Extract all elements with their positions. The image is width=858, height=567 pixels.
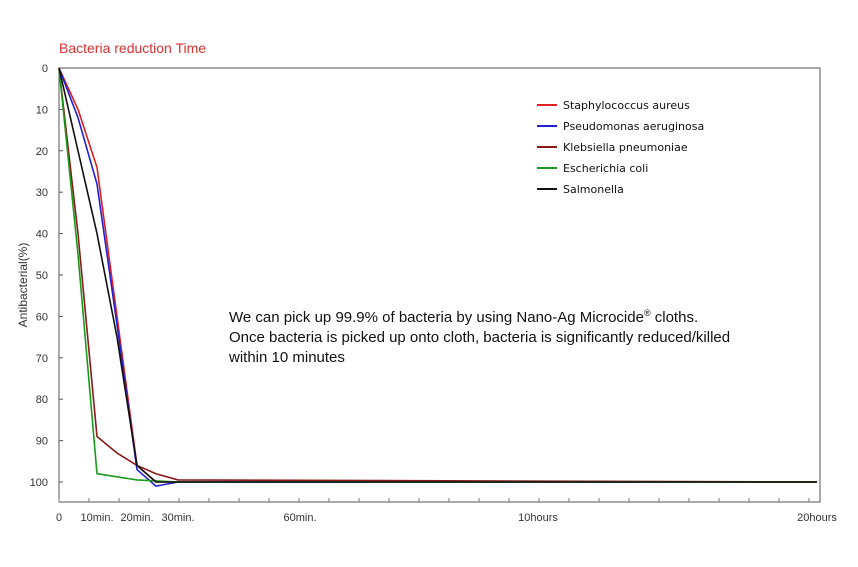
x-tick-label: 20min.	[120, 512, 153, 524]
annotation-line-1-text: We can pick up 99.9% of bacteria by usin…	[229, 309, 644, 326]
legend-label: Escherichia coli	[563, 162, 648, 175]
y-axis-label: Antibacterial(%)	[16, 243, 30, 328]
x-tick-label: 60min.	[283, 512, 316, 524]
legend-label: Staphylococcus aureus	[563, 99, 690, 112]
annotation-line-2: Once bacteria is picked up onto cloth, b…	[229, 329, 731, 346]
y-tick-label: 60	[36, 311, 48, 323]
x-tick-label: 10min.	[80, 512, 113, 524]
registered-mark: ®	[643, 308, 651, 318]
y-tick-label: 90	[36, 436, 48, 448]
x-tick-label: 20hours	[797, 512, 837, 524]
series-line	[58, 67, 818, 483]
y-tick-label: 0	[42, 63, 48, 75]
x-tick-label: 0	[56, 512, 62, 524]
legend-label: Pseudomonas aeruginosa	[563, 120, 704, 133]
y-tick-label: 10	[36, 104, 48, 116]
annotation-line-1: We can pick up 99.9% of bacteria by usin…	[229, 303, 789, 328]
y-tick-label: 50	[36, 270, 48, 282]
x-tick-label: 10hours	[518, 512, 558, 524]
chart-title: Bacteria reduction Time	[59, 40, 206, 56]
y-tick-label: 100	[30, 477, 48, 489]
annotation-line-1-end: cloths.	[650, 309, 699, 326]
y-tick-label: 20	[36, 146, 48, 158]
series-line	[58, 67, 817, 483]
legend-label: Klebsiella pneumoniae	[563, 141, 688, 154]
x-tick-label: 30min.	[161, 512, 194, 524]
y-tick-label: 40	[36, 229, 48, 241]
plot-frame	[58, 67, 821, 503]
chart-annotation: We can pick up 99.9% of bacteria by usin…	[229, 303, 789, 368]
annotation-line-3: within 10 minutes	[229, 349, 345, 366]
legend-label: Salmonella	[563, 183, 624, 196]
y-tick-label: 70	[36, 353, 48, 365]
y-tick-label: 80	[36, 394, 48, 406]
y-tick-label: 30	[36, 187, 48, 199]
